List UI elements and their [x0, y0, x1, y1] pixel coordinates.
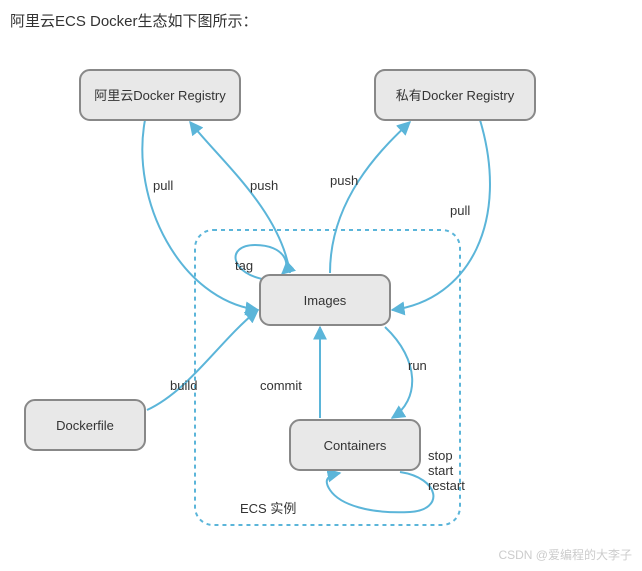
label-push-aliyun: push: [250, 178, 278, 193]
label-build: build: [170, 378, 197, 393]
node-label-images: Images: [304, 293, 347, 308]
docker-ecosystem-diagram: ECS 实例 pull push push pull tag build commit run s…: [0, 0, 642, 571]
label-run: run: [408, 358, 427, 373]
edge-pull-aliyun: [142, 120, 258, 310]
node-label-private_registry: 私有Docker Registry: [396, 88, 515, 103]
node-label-containers: Containers: [324, 438, 387, 453]
edge-build: [147, 310, 258, 410]
label-pull-private: pull: [450, 203, 470, 218]
watermark: CSDN @爱编程的大李子: [498, 546, 632, 563]
edge-loop: [327, 472, 434, 512]
node-label-aliyun_registry: 阿里云Docker Registry: [94, 88, 226, 103]
label-push-private: push: [330, 173, 358, 188]
ecs-label: ECS 实例: [240, 501, 296, 516]
label-commit: commit: [260, 378, 302, 393]
edge-push-aliyun: [190, 122, 290, 273]
label-tag: tag: [235, 258, 253, 273]
label-pull-aliyun: pull: [153, 178, 173, 193]
label-loop: stopstartrestart: [428, 448, 465, 493]
edge-pull-private: [392, 120, 490, 310]
edge-push-private: [330, 122, 410, 273]
node-label-dockerfile: Dockerfile: [56, 418, 114, 433]
